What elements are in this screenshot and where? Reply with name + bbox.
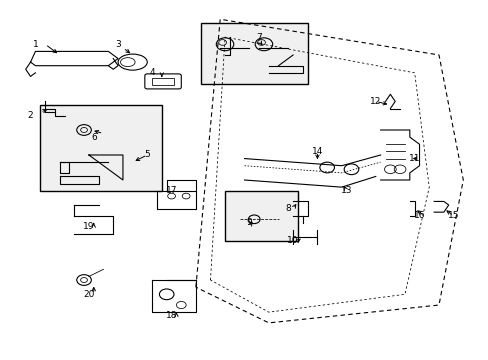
Text: 6: 6 (91, 132, 97, 141)
Text: 5: 5 (144, 150, 150, 159)
Text: 16: 16 (413, 211, 425, 220)
Bar (40, 105, 162, 191)
Text: 9: 9 (246, 219, 252, 228)
Bar (201, 23, 307, 84)
Text: 14: 14 (311, 147, 323, 156)
Text: 4: 4 (149, 68, 155, 77)
Text: 7: 7 (256, 33, 262, 42)
Text: 13: 13 (340, 186, 352, 195)
Text: 19: 19 (83, 222, 95, 231)
Text: 3: 3 (115, 40, 121, 49)
Text: 15: 15 (447, 211, 458, 220)
Text: 20: 20 (83, 290, 94, 299)
Text: 11: 11 (408, 154, 420, 163)
Bar (152, 78, 174, 85)
Text: 17: 17 (165, 186, 177, 195)
Text: 1: 1 (33, 40, 38, 49)
Text: 10: 10 (287, 236, 298, 245)
Text: 12: 12 (369, 97, 381, 106)
Text: 18: 18 (165, 311, 177, 320)
Text: 8: 8 (285, 204, 290, 213)
Text: 2: 2 (28, 111, 33, 120)
Bar (224, 191, 297, 241)
